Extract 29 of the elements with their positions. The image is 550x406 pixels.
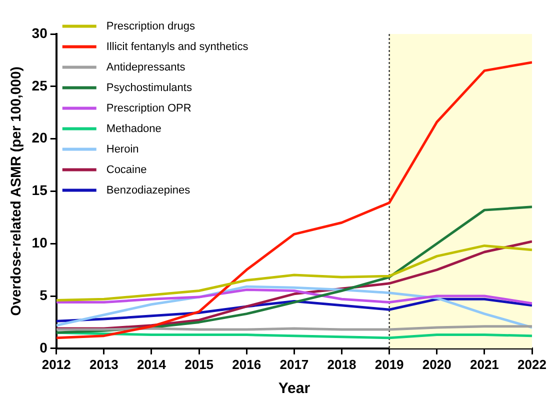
- x-tick-label: 2013: [89, 356, 118, 372]
- y-tick-label: 30: [32, 24, 48, 41]
- x-tick-label: 2018: [327, 356, 356, 372]
- x-tick-label: 2017: [280, 356, 309, 372]
- y-tick-label: 20: [32, 130, 48, 146]
- y-tick-label: 10: [32, 234, 48, 250]
- y-tick-label: 0: [40, 339, 48, 356]
- legend-label: Methadone: [106, 122, 162, 135]
- legend-label: Psychostimulants: [106, 82, 192, 94]
- legend-label: Antidepressants: [106, 61, 186, 74]
- legend-label: Prescription drugs: [106, 20, 196, 32]
- y-axis-title: Overdose-related ASMR (per 100,000): [7, 66, 24, 316]
- x-tick-label: 2020: [422, 356, 452, 372]
- y-tick-label: 25: [32, 77, 48, 94]
- x-tick-label: 2012: [42, 356, 71, 372]
- x-tick-label: 2021: [470, 356, 499, 372]
- x-tick-label: 2014: [137, 356, 167, 372]
- legend-label: Benzodiazepines: [106, 184, 191, 196]
- legend-label: Illicit fentanyls and synthetics: [106, 40, 249, 53]
- y-tick-label: 5: [40, 286, 48, 303]
- x-tick-label: 2016: [232, 356, 262, 372]
- legend-label: Heroin: [106, 143, 139, 156]
- legend-label: Prescription OPR: [106, 102, 192, 114]
- legend-label: Cocaine: [106, 164, 147, 176]
- x-tick-label: 2019: [374, 356, 404, 372]
- y-tick-label: 15: [32, 182, 48, 198]
- x-axis-title: Year: [278, 380, 310, 398]
- x-tick-label: 2015: [184, 356, 214, 372]
- x-tick-label: 2022: [518, 356, 546, 372]
